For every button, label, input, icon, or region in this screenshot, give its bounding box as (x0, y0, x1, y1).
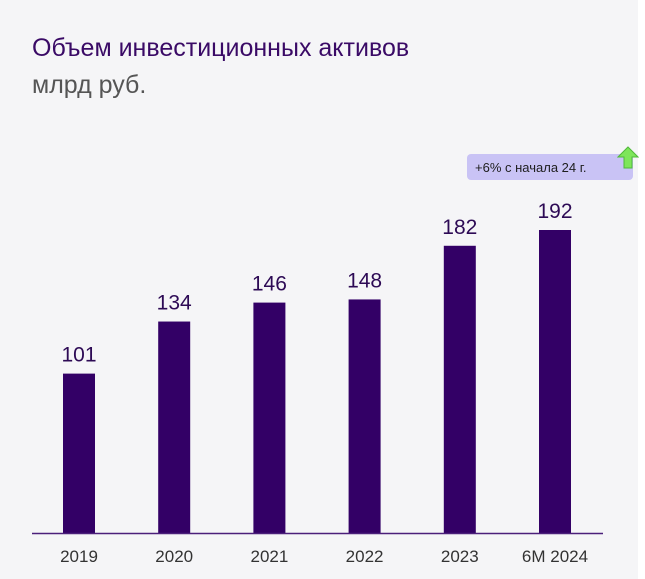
bar-value-label: 134 (157, 292, 192, 315)
green-up-arrow-icon (617, 146, 639, 169)
x-tick-label: 2023 (441, 547, 479, 566)
x-tick-label: 2022 (346, 547, 384, 566)
bar-value-label: 192 (537, 200, 572, 223)
x-tick-label: 6М 2024 (522, 547, 588, 566)
bar-value-label: 101 (61, 344, 96, 367)
growth-badge-text: +6% с начала 24 г. (475, 159, 587, 175)
growth-badge: +6% с начала 24 г. (467, 154, 633, 180)
bar-4 (348, 299, 381, 533)
x-tick-label: 2021 (250, 547, 288, 566)
bar-value-label: 148 (347, 269, 382, 292)
bar-6 (539, 230, 571, 533)
bar-3 (253, 302, 286, 533)
x-tick-label: 2019 (60, 547, 98, 566)
bar-1 (63, 373, 95, 533)
bar-value-label: 182 (442, 216, 477, 239)
bar-5 (443, 245, 476, 533)
bar-value-label: 146 (252, 273, 287, 296)
x-tick-label: 2020 (155, 547, 193, 566)
chart-subtitle: млрд руб. (32, 71, 147, 99)
bar-2 (158, 321, 191, 533)
chart-title: Объем инвестиционных активов (32, 34, 410, 62)
